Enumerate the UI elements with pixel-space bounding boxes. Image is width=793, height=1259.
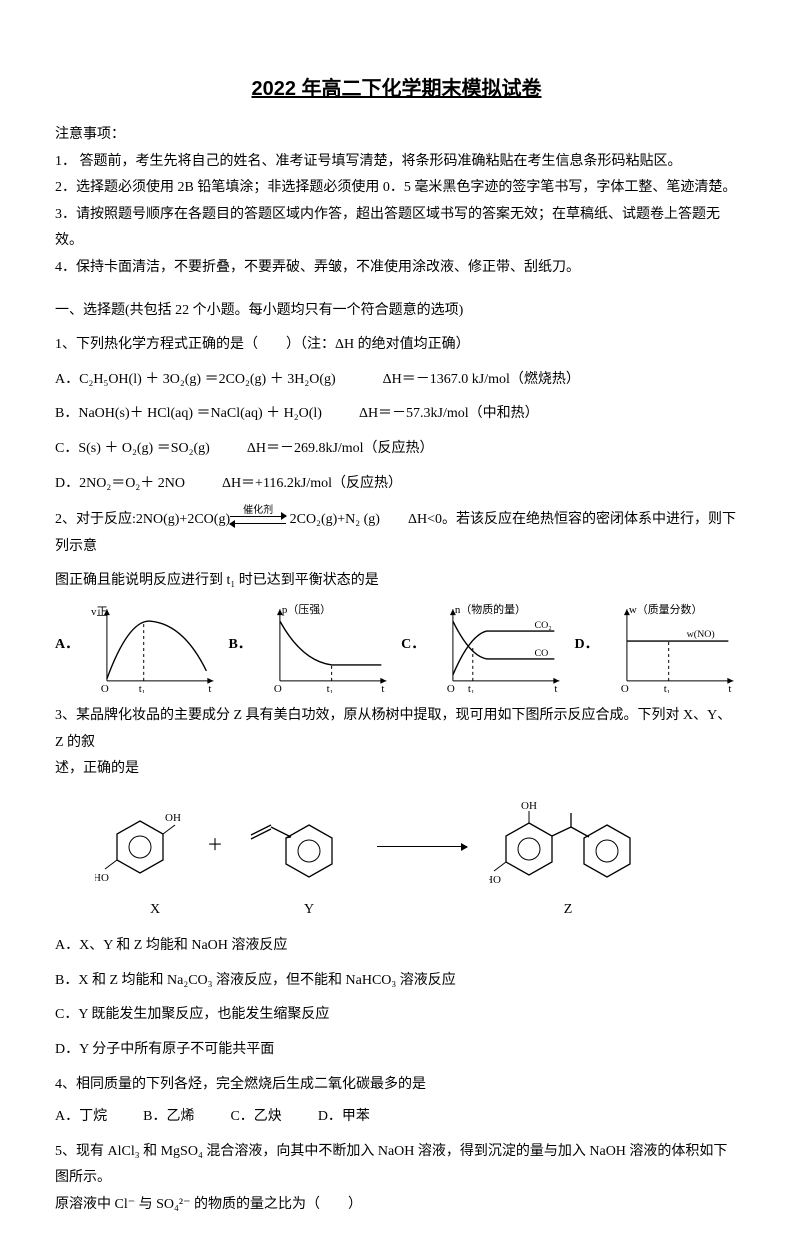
notice-1: 1． 答题前，考生先将自己的姓名、准考证号填写清楚，将条形码准确粘贴在考生信息条… xyxy=(55,149,738,176)
notice-2: 2．选择题必须使用 2B 铅笔填涂；非选择题必须使用 0．5 毫米黑色字迹的签字… xyxy=(55,175,738,202)
chart-D-series1: w(NO) xyxy=(686,629,714,640)
q2-chart-A: v正 t t₁ O xyxy=(89,601,218,693)
q1-A-dh: ΔH＝－1367.0 kJ/mol（燃烧热） xyxy=(383,372,580,387)
q1-D: D．2NO₂＝O₂＋ 2NO ΔH＝+116.2kJ/mol（反应热） xyxy=(55,471,738,498)
q1-A-eq: A．C₂H₅OH(l) ＋ 3O₂(g) ＝2CO₂(g) ＋ 3H₂O(g) xyxy=(55,372,336,387)
q3-stem: 3、某品牌化妆品的主要成分 Z 具有美白功效，原从杨树中提取，现可用如下图所示反… xyxy=(55,703,738,756)
svg-text:O: O xyxy=(101,683,109,693)
svg-text:O: O xyxy=(621,683,629,693)
svg-text:HO: HO xyxy=(95,872,109,884)
section-1-head: 一、选择题(共包括 22 个小题。每小题均只有一个符合题意的选项) xyxy=(55,298,738,325)
notice-head: 注意事项： xyxy=(55,122,738,149)
mol-label-Y: Y xyxy=(259,897,359,924)
exam-page: 2022 年高二下化学期末模拟试卷 注意事项： 1． 答题前，考生先将自己的姓名… xyxy=(0,0,793,1259)
q2-stem-a: 2、对于反应:2NO(g)+2CO(g) xyxy=(55,512,230,527)
q4-C: C．乙炔 xyxy=(230,1104,281,1131)
chart-D-xlabel: t xyxy=(728,683,731,693)
reaction-arrow-icon xyxy=(377,846,467,847)
mol-label-X: X xyxy=(125,897,185,924)
q2-label-C: C． xyxy=(401,632,425,693)
q3-reaction-scheme: OH HO ＋ OH HO xyxy=(95,797,738,924)
svg-text:OH: OH xyxy=(521,800,537,812)
chart-C-tick: t₁ xyxy=(468,683,475,693)
q3-stem-2: 述，正确的是 xyxy=(55,756,738,783)
chart-C-ylabel: n（物质的量） xyxy=(455,602,526,616)
chart-C-series2: CO xyxy=(535,648,549,659)
q3-B: B．X 和 Z 均能和 Na₂CO₃ 溶液反应，但不能和 NaHCO₃ 溶液反应 xyxy=(55,968,738,995)
q1-C: C．S(s) ＋ O₂(g) ＝SO₂(g) ΔH＝－269.8kJ/mol（反… xyxy=(55,436,738,463)
chart-A-tick: t₁ xyxy=(139,683,146,693)
q2-stem: 2、对于反应:2NO(g)+2CO(g)催化剂 2CO₂(g)+N₂ (g) Δ… xyxy=(55,507,738,560)
q4-options: A．丁烷 B．乙烯 C．乙炔 D．甲苯 xyxy=(55,1104,738,1131)
q5-stem: 5、现有 AlCl₃ 和 MgSO₄ 混合溶液，向其中不断加入 NaOH 溶液，… xyxy=(55,1139,738,1192)
molecule-Y-icon xyxy=(245,803,355,891)
q1-C-dh: ΔH＝－269.8kJ/mol（反应热） xyxy=(247,441,434,456)
q3-D: D．Y 分子中所有原子不可能共平面 xyxy=(55,1037,738,1064)
q2-label-D: D． xyxy=(575,632,599,693)
q1-B-eq: B．NaOH(s)＋ HCl(aq) ＝NaCl(aq) ＋ H₂O(l) xyxy=(55,406,322,421)
q5-stem-2: 原溶液中 Cl⁻ 与 SO₄²⁻ 的物质的量之比为（ ） xyxy=(55,1192,738,1219)
chart-D-ylabel: w（质量分数） xyxy=(629,603,703,616)
chart-B-tick: t₁ xyxy=(326,683,333,693)
q1-D-dh: ΔH＝+116.2kJ/mol（反应热） xyxy=(222,476,402,491)
q4-B: B．乙烯 xyxy=(143,1104,194,1131)
q1-A: A．C₂H₅OH(l) ＋ 3O₂(g) ＝2CO₂(g) ＋ 3H₂O(g) … xyxy=(55,367,738,394)
q1-B: B．NaOH(s)＋ HCl(aq) ＝NaCl(aq) ＋ H₂O(l) ΔH… xyxy=(55,401,738,428)
q2-chart-D: w（质量分数） t w(NO) t₁ O xyxy=(609,601,738,693)
q1-B-dh: ΔH＝－57.3kJ/mol（中和热） xyxy=(359,406,539,421)
catalyst-label: 催化剂 xyxy=(230,501,286,520)
page-title: 2022 年高二下化学期末模拟试卷 xyxy=(55,70,738,108)
mol-label-Z: Z xyxy=(493,897,643,924)
molecule-Z-icon: OH HO xyxy=(489,797,659,897)
chart-C-series1: CO₂ xyxy=(535,620,552,631)
chart-A-ylabel: v正 xyxy=(91,606,107,618)
equilibrium-arrow-icon: 催化剂 xyxy=(230,514,286,526)
q2-chart-C: n（物质的量） t CO₂ CO t₁ O xyxy=(435,601,564,693)
q4-D: D．甲苯 xyxy=(318,1104,370,1131)
molecule-X-icon: OH HO xyxy=(95,803,185,891)
notice-3: 3．请按照题号顺序在各题目的答题区域内作答，超出答题区域书写的答案无效；在草稿纸… xyxy=(55,202,738,255)
q3-C: C．Y 既能发生加聚反应，也能发生缩聚反应 xyxy=(55,1002,738,1029)
q4-A: A．丁烷 xyxy=(55,1104,107,1131)
chart-A-xlabel: t xyxy=(208,683,211,693)
q4-stem: 4、相同质量的下列各烃，完全燃烧后生成二氧化碳最多的是 xyxy=(55,1072,738,1099)
q1-stem: 1、下列热化学方程式正确的是（ ）（注：ΔH 的绝对值均正确） xyxy=(55,332,738,359)
chart-B-xlabel: t xyxy=(381,683,384,693)
q2-label-A: A． xyxy=(55,632,79,693)
chart-D-tick: t₁ xyxy=(663,683,670,693)
q3-A: A．X、Y 和 Z 均能和 NaOH 溶液反应 xyxy=(55,933,738,960)
chart-C-xlabel: t xyxy=(555,683,558,693)
notice-4: 4．保持卡面清洁，不要折叠，不要弄破、弄皱，不准使用涂改液、修正带、刮纸刀。 xyxy=(55,255,738,282)
svg-text:HO: HO xyxy=(489,874,501,886)
svg-text:OH: OH xyxy=(165,812,181,824)
q2-chart-B: p（压强） t t₁ O xyxy=(262,601,391,693)
plus-sign: ＋ xyxy=(207,831,223,861)
svg-text:O: O xyxy=(447,683,455,693)
svg-text:O: O xyxy=(274,683,282,693)
q2-stem-c: 图正确且能说明反应进行到 t₁ 时已达到平衡状态的是 xyxy=(55,568,738,595)
chart-B-ylabel: p（压强） xyxy=(282,603,331,616)
q2-label-B: B． xyxy=(228,632,251,693)
q1-D-eq: D．2NO₂＝O₂＋ 2NO xyxy=(55,476,185,491)
q1-C-eq: C．S(s) ＋ O₂(g) ＝SO₂(g) xyxy=(55,441,210,456)
q2-options-row: A． v正 t t₁ O B． p（压强） t t₁ O C． n（物质的量） xyxy=(55,601,738,693)
